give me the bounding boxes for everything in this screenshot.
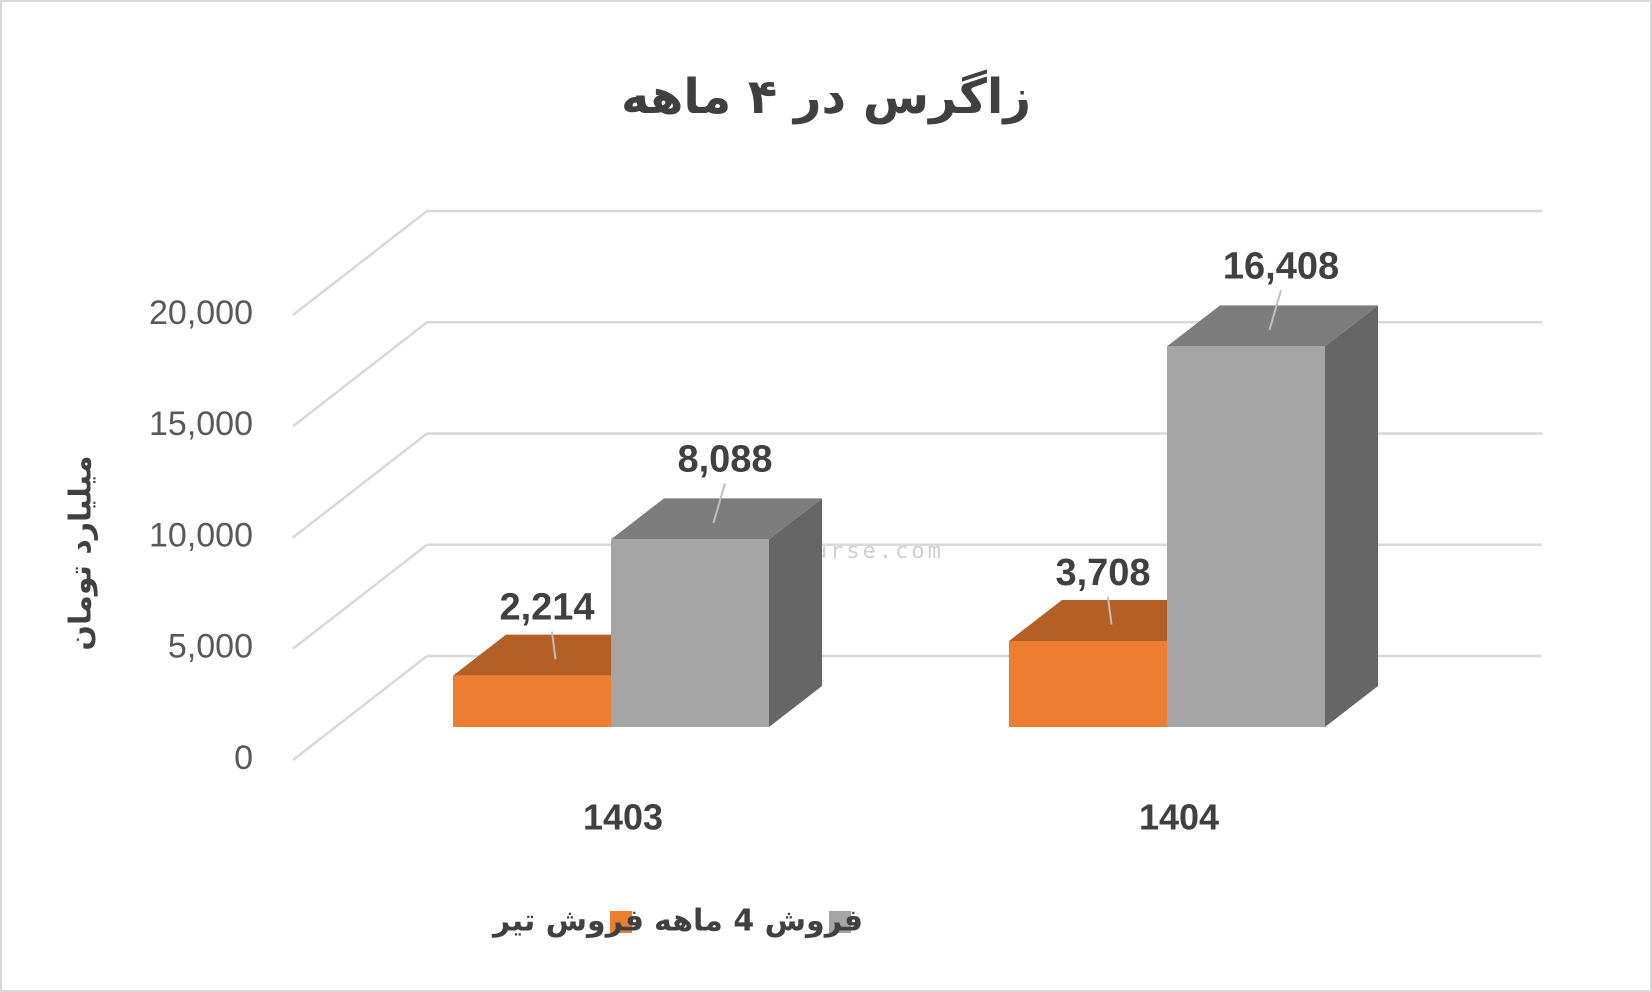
- leader-line: [551, 631, 557, 660]
- grid-line-depth: [292, 543, 428, 650]
- legend-label: فروش 4 ماهه: [654, 904, 863, 939]
- leader-line: [712, 483, 726, 524]
- leader-line: [1107, 596, 1113, 625]
- legend-swatch: [829, 911, 851, 933]
- y-tick-label: 20,000: [149, 294, 253, 332]
- grid-line-depth: [292, 655, 428, 761]
- y-tick-label: 15,000: [149, 405, 253, 443]
- bar: [1167, 305, 1378, 727]
- bar-front: [1167, 346, 1325, 727]
- y-axis-label: میلیارد تومان: [64, 455, 99, 650]
- legend-swatch: [610, 911, 632, 933]
- x-tick-label: 1403: [583, 797, 663, 838]
- grid-line-depth: [292, 210, 428, 316]
- value-label: 2,214: [499, 587, 594, 629]
- chart-title: زاگرس در ۴ ماهه: [621, 69, 1031, 125]
- value-label: 8,088: [677, 438, 772, 480]
- bar-top: [611, 498, 822, 540]
- grid-line-depth: [292, 432, 428, 539]
- bar-top: [1167, 305, 1378, 347]
- grid-line-depth: [292, 321, 428, 428]
- bar-front: [1009, 640, 1167, 727]
- y-tick-label: 0: [234, 739, 253, 777]
- y-tick-label: 10,000: [149, 516, 253, 554]
- value-label: 16,408: [1223, 245, 1339, 287]
- value-label: 3,708: [1055, 552, 1150, 594]
- y-tick-label: 5,000: [168, 628, 253, 666]
- legend-label: فروش تیر: [491, 904, 644, 939]
- bar: [611, 498, 822, 727]
- bar-front: [453, 675, 611, 727]
- bar-side: [769, 498, 822, 727]
- x-tick-label: 1404: [1139, 797, 1219, 838]
- bar-side: [1325, 305, 1378, 727]
- bar-front: [611, 539, 769, 727]
- leader-line: [1268, 290, 1282, 331]
